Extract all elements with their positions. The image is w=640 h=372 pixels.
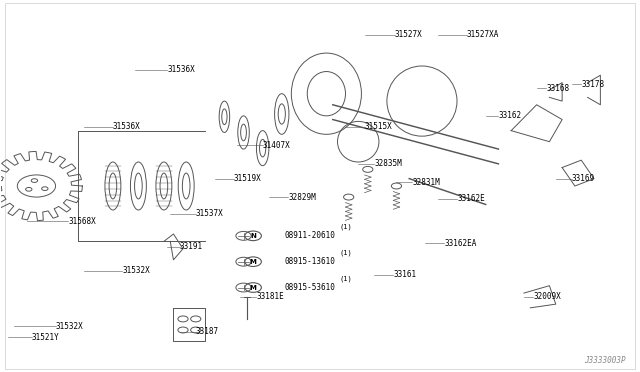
Text: 31532X: 31532X bbox=[122, 266, 150, 275]
Text: N: N bbox=[250, 233, 256, 239]
Text: 33181E: 33181E bbox=[256, 292, 284, 301]
Text: 31536X: 31536X bbox=[167, 65, 195, 74]
Text: 33162EA: 33162EA bbox=[444, 239, 477, 248]
Text: 31536X: 31536X bbox=[113, 122, 141, 131]
Text: 33169: 33169 bbox=[572, 174, 595, 183]
Text: 32829M: 32829M bbox=[288, 193, 316, 202]
Text: 08911-20610: 08911-20610 bbox=[285, 231, 336, 240]
Text: 33162: 33162 bbox=[499, 111, 522, 121]
Text: M: M bbox=[250, 259, 257, 265]
Text: 32009X: 32009X bbox=[534, 292, 561, 301]
Text: 33161: 33161 bbox=[394, 270, 417, 279]
Text: 33162E: 33162E bbox=[457, 195, 484, 203]
Text: 33187: 33187 bbox=[196, 327, 219, 336]
Text: 31519X: 31519X bbox=[234, 174, 262, 183]
Text: 31537X: 31537X bbox=[196, 209, 223, 218]
Text: 32831M: 32831M bbox=[412, 178, 440, 187]
Text: 08915-53610: 08915-53610 bbox=[285, 283, 336, 292]
Text: 08915-13610: 08915-13610 bbox=[285, 257, 336, 266]
Text: 31407X: 31407X bbox=[262, 141, 291, 150]
Text: 33191: 33191 bbox=[180, 243, 203, 251]
Text: 31515X: 31515X bbox=[365, 122, 392, 131]
Text: 33168: 33168 bbox=[546, 84, 570, 93]
Text: 31527X: 31527X bbox=[394, 30, 422, 39]
Text: M: M bbox=[250, 285, 257, 291]
Text: 31532X: 31532X bbox=[56, 322, 83, 331]
Text: (1): (1) bbox=[339, 249, 352, 256]
Text: 31568X: 31568X bbox=[68, 217, 96, 225]
Text: 33178: 33178 bbox=[581, 80, 604, 89]
Text: 31521Y: 31521Y bbox=[32, 333, 60, 342]
Text: 32835M: 32835M bbox=[374, 159, 402, 169]
Text: 31527XA: 31527XA bbox=[467, 30, 499, 39]
Text: (1): (1) bbox=[339, 223, 352, 230]
Text: J3333003P: J3333003P bbox=[584, 356, 626, 365]
Text: (1): (1) bbox=[339, 275, 352, 282]
